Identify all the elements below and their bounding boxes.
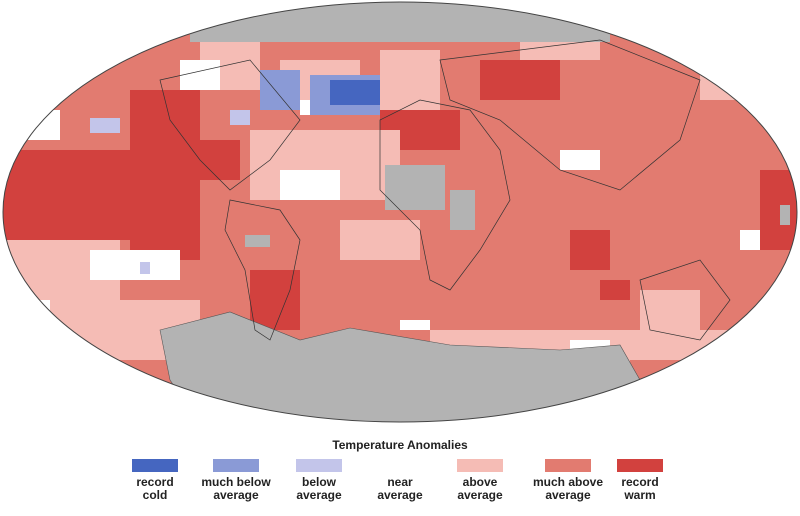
legend-label: average	[213, 488, 259, 502]
legend-label: warm	[623, 488, 655, 502]
legend-label: record	[621, 475, 658, 489]
legend-swatch	[296, 459, 342, 472]
legend-label: near	[387, 475, 413, 489]
continent-outline	[224, 199, 301, 341]
anomaly-area	[740, 230, 760, 250]
continent-outline	[439, 39, 701, 191]
anomaly-area	[230, 110, 250, 125]
anomaly-area	[600, 280, 630, 300]
anomaly-area	[10, 300, 50, 320]
anomaly-area	[340, 220, 420, 260]
legend-swatch	[377, 459, 423, 472]
legend-label: average	[457, 488, 503, 502]
legend-swatch	[457, 459, 503, 472]
legend-swatch	[617, 459, 663, 472]
world-map	[3, 2, 797, 422]
anomaly-area	[180, 60, 220, 90]
legend-label: below	[302, 475, 337, 489]
anomaly-area	[520, 40, 600, 60]
legend-swatch	[213, 459, 259, 472]
map-outline	[2, 1, 798, 423]
anomaly-area	[640, 290, 700, 340]
anomaly-area	[90, 118, 120, 133]
anomaly-area	[380, 50, 440, 110]
legend-title: Temperature Anomalies	[332, 438, 468, 452]
legend-swatch	[545, 459, 591, 472]
anomaly-area	[570, 230, 610, 270]
anomaly-area	[560, 150, 600, 170]
anomaly-area	[280, 170, 340, 200]
anomaly-area	[330, 80, 380, 105]
legend-label: much above	[533, 475, 603, 489]
anomaly-area	[480, 60, 560, 100]
anomaly-area	[400, 320, 430, 330]
no-data-area	[780, 205, 790, 225]
no-data-area	[450, 190, 475, 230]
anomaly-area	[760, 170, 797, 250]
legend-label: much below	[201, 475, 271, 489]
legend-label: average	[377, 488, 423, 502]
anomaly-area	[200, 140, 240, 180]
no-data-area	[245, 235, 270, 247]
legend-label: cold	[143, 488, 168, 502]
anomaly-area	[130, 90, 200, 260]
anomaly-area	[140, 262, 150, 274]
legend-label: above	[463, 475, 498, 489]
legend-swatch	[132, 459, 178, 472]
continent-outline	[379, 99, 511, 291]
no-data-area	[385, 165, 445, 210]
continent-outline	[159, 59, 301, 191]
anomaly-area	[90, 250, 180, 280]
legend-label: average	[296, 488, 342, 502]
legend-label: average	[545, 488, 591, 502]
continent-outline	[639, 259, 731, 341]
anomaly-area	[700, 60, 780, 100]
anomaly-area	[260, 70, 300, 110]
legend-label: record	[136, 475, 173, 489]
no-data-area	[190, 2, 610, 42]
